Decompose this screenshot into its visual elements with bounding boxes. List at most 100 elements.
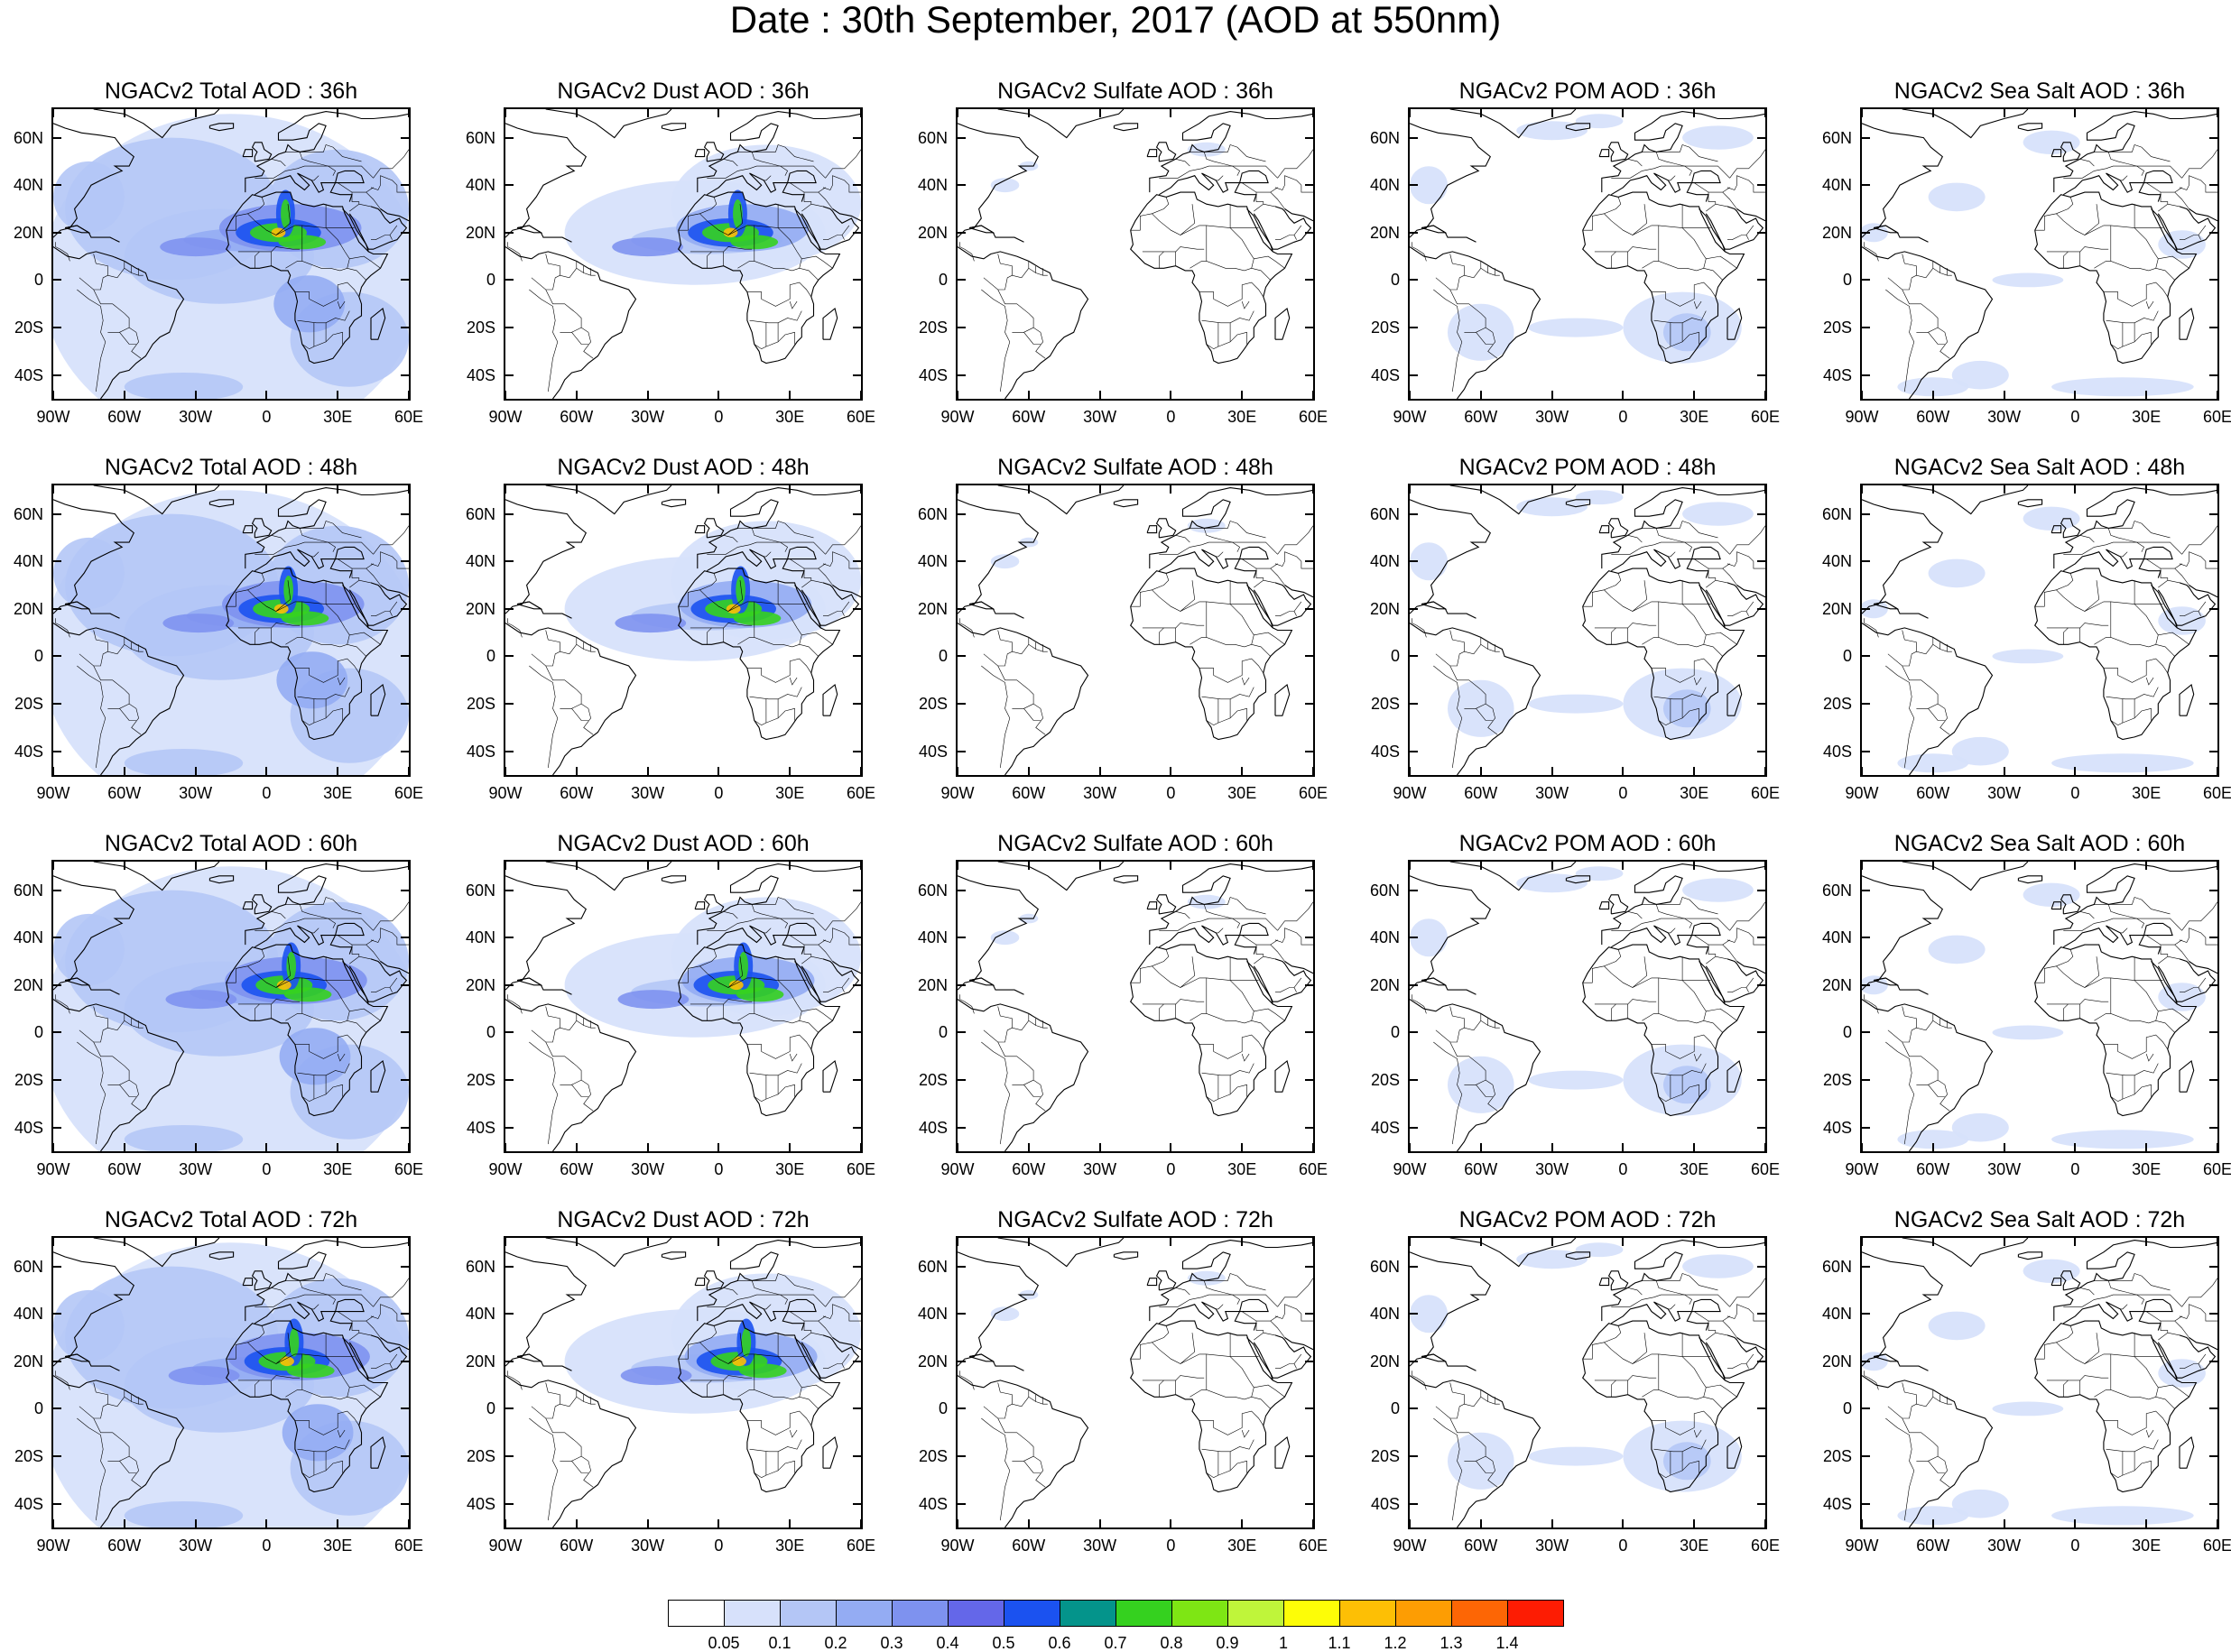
country-border [285,1280,319,1293]
y-tick-mark [53,937,61,939]
x-tick-mark [505,1238,506,1246]
aod-contour [2023,506,2080,531]
country-border [1642,152,1676,164]
coastline-greenland [1902,1238,2029,1268]
x-tick-mark [265,485,268,494]
country-border [1722,568,1737,586]
x-tick-mark [1312,1238,1314,1246]
country-border [1916,1455,1939,1462]
figure-title: Date : 30th September, 2017 (AOD at 550n… [729,0,1502,41]
country-border [1651,281,1717,307]
x-tick-mark [860,1519,862,1527]
y-tick-label: 60N [917,881,948,900]
y-tick-mark [53,374,61,376]
aod-contour [1928,558,1986,588]
coastline-ireland [1598,149,1610,158]
x-tick-label: 0 [2070,408,2080,426]
coastline-europe [2053,111,2217,193]
x-tick-mark [123,485,125,494]
y-tick-label: 60N [1369,504,1400,523]
y-tick-mark [1305,1313,1313,1315]
country-border [77,1417,106,1521]
country-border [1658,225,1723,281]
country-border [1449,1041,1498,1112]
x-tick-label: 60W [1916,784,1950,802]
country-border [1159,1003,1164,1021]
country-border [319,916,336,928]
aod-contour [280,1356,294,1367]
x-tick-label: 60W [1012,1160,1046,1178]
coastline-southAm [505,623,637,775]
x-tick-label: 60E [1750,1537,1781,1555]
y-tick-label: 0 [938,647,948,666]
coastline-med [707,1298,817,1331]
x-tick-label: 60E [1298,1160,1328,1178]
y-tick-label: 40N [465,552,495,571]
country-border [997,1382,1013,1405]
coastline-iceland [1113,875,1139,884]
x-tick-mark [1241,1238,1244,1246]
coastline-americas [1410,499,1491,614]
x-tick-mark [1861,485,1863,494]
y-tick-label: 40N [917,928,948,947]
y-tick-mark [958,655,966,658]
country-border [1433,1417,1463,1521]
country-border [754,344,767,350]
x-tick-mark [1098,767,1101,775]
aod-contour [1862,1352,1888,1371]
x-tick-label: 60W [560,408,594,426]
x-tick-label: 60W [560,784,594,802]
country-border [1715,955,1735,962]
aod-contour [1928,1311,1986,1341]
y-tick-mark [401,607,409,610]
y-tick-mark [1757,136,1765,139]
country-border [790,1311,826,1322]
y-tick-mark [505,1455,514,1458]
country-border [1729,1278,1765,1307]
coastline-europe [2053,1240,2217,1322]
x-tick-mark [1027,485,1030,494]
coastline-ireland [2050,901,2062,910]
coastline-cuba [1421,977,1448,986]
x-tick-mark [1931,767,1934,775]
aod-contour [1928,935,1986,964]
country-border [1594,246,1657,253]
y-tick-mark [1305,703,1313,706]
y-tick-label: 40N [917,176,948,195]
country-border [2110,1472,2124,1479]
aod-contour [53,537,125,609]
y-tick-mark [958,1265,966,1268]
y-tick-mark [53,750,61,752]
country-border [349,945,360,964]
aod-contour [1575,866,1624,881]
y-tick-label: 20S [14,1071,43,1090]
x-tick-mark [505,485,506,494]
map-area [504,860,863,1153]
country-border [1916,1079,1939,1085]
y-tick-label: 40N [1821,928,1852,947]
coastline-med [255,546,365,578]
y-tick-mark [53,327,61,329]
x-tick-label: 60E [393,1160,424,1178]
country-border [2180,611,2199,616]
coastline-cuba [968,225,995,234]
coastline-madagascar [370,308,386,340]
y-tick-label: 0 [486,271,495,290]
coastline-cuba [968,601,995,610]
country-border [93,1041,142,1112]
country-border [707,1294,826,1307]
x-tick-label: 30W [1987,784,2022,802]
coastline-iceland [2017,123,2043,132]
x-tick-label: 60E [1298,1537,1328,1555]
country-border [1175,1287,1190,1296]
country-border [1216,175,1224,181]
colorbar-label: 0.4 [936,1634,959,1652]
coastline-med [255,1298,365,1331]
country-border [2158,255,2189,269]
country-border [1023,708,1041,721]
coastline-southAm [505,1375,637,1527]
country-border [1627,911,1643,919]
y-tick-label: 20N [917,1352,948,1371]
map-svg [1410,862,1765,1151]
country-border [2084,956,2100,988]
